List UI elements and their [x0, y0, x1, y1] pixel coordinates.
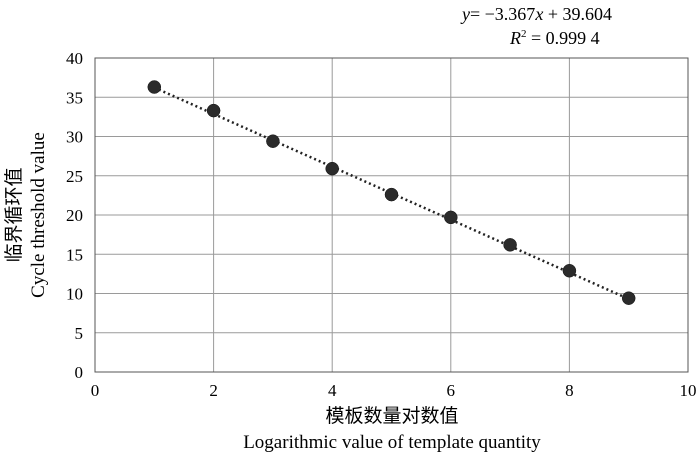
x-tick-labels: 0 2 4 6 8 10 [91, 381, 697, 400]
y-tick-label: 20 [66, 206, 83, 225]
y-tick-label: 10 [66, 285, 83, 304]
x-axis-title-cn: 模板数量对数值 [325, 405, 458, 427]
y-axis-title-cn: 临界循环值 [3, 167, 25, 262]
x-tick-label: 6 [447, 381, 456, 400]
grid [94, 57, 689, 373]
data-point [384, 187, 399, 202]
y-tick-label: 0 [75, 363, 84, 382]
data-points [147, 80, 636, 305]
trend-line [153, 86, 630, 301]
data-point [503, 238, 517, 252]
y-tick-labels: 0 5 10 15 20 25 30 35 40 [66, 49, 83, 382]
x-tick-label: 8 [565, 381, 574, 400]
data-point [147, 80, 162, 94]
x-tick-label: 2 [209, 381, 218, 400]
data-point [621, 291, 636, 305]
data-point [325, 161, 339, 176]
x-tick-label: 4 [328, 381, 337, 400]
data-point [266, 134, 280, 148]
r-squared: R2 = 0.999 4 [509, 28, 600, 48]
data-point [444, 210, 458, 225]
y-tick-label: 40 [66, 49, 83, 68]
y-tick-label: 5 [75, 324, 84, 343]
y-tick-label: 35 [66, 88, 83, 107]
x-tick-label: 0 [91, 381, 100, 400]
y-tick-label: 30 [66, 128, 83, 147]
y-tick-label: 15 [66, 245, 83, 264]
trend-equation: y= −3.367x + 39.604 [460, 4, 612, 24]
plot-frame [94, 57, 689, 373]
y-tick-label: 25 [66, 167, 83, 186]
data-point [206, 103, 221, 118]
data-point [562, 263, 577, 278]
y-axis-title: Cycle threshold value [28, 132, 49, 298]
x-axis-title: Logarithmic value of template quantity [243, 432, 541, 453]
x-tick-label: 10 [680, 381, 697, 400]
